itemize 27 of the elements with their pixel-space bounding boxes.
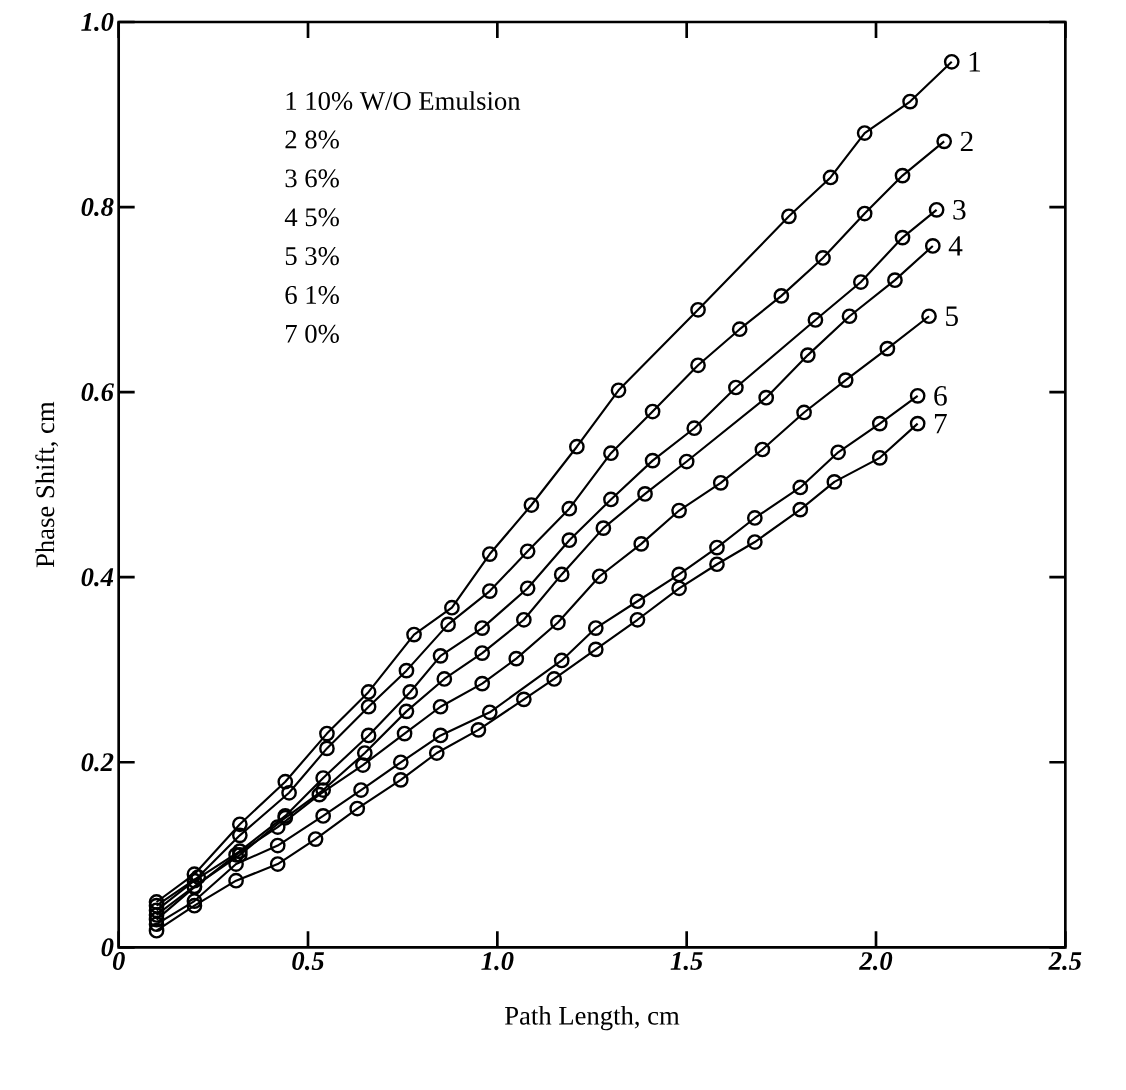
annotation: 5 3% [285, 247, 339, 266]
y-tick-label: 0 [101, 938, 114, 957]
series-label: 5 [946, 306, 958, 327]
series-label: 7 [934, 413, 947, 434]
y-tick-label: 1.0 [81, 12, 114, 32]
series-label: 6 [934, 385, 947, 406]
y-tick-label: 0.4 [81, 568, 114, 587]
series-label: 2 [960, 131, 973, 152]
annotation: 2 8% [285, 130, 339, 149]
series-label: 1 [969, 52, 981, 72]
x-tick-label: 2.5 [1048, 952, 1082, 971]
y-tick-label: 0.8 [81, 198, 114, 217]
annotation: 7 0% [286, 324, 339, 343]
x-tick-label: 1.0 [481, 952, 514, 971]
x-tick-label: 0.5 [292, 952, 324, 971]
annotation: 3 6% [285, 169, 339, 188]
y-tick-label: 0.2 [81, 753, 114, 772]
x-tick-label: 2.0 [859, 952, 893, 971]
annotation: 4 5% [284, 208, 339, 227]
series-label: 4 [948, 236, 963, 256]
y-tick-label: 0.6 [81, 383, 114, 402]
annotation: 1 10% W/O Emulsion [286, 91, 521, 111]
x-tick-label: 1.5 [670, 952, 703, 971]
y-axis-title: Phase Shift, cm [35, 401, 59, 568]
series-label: 3 [953, 199, 966, 220]
x-axis-title: Path Length, cm [505, 1005, 680, 1031]
annotation: 6 1% [285, 285, 339, 305]
